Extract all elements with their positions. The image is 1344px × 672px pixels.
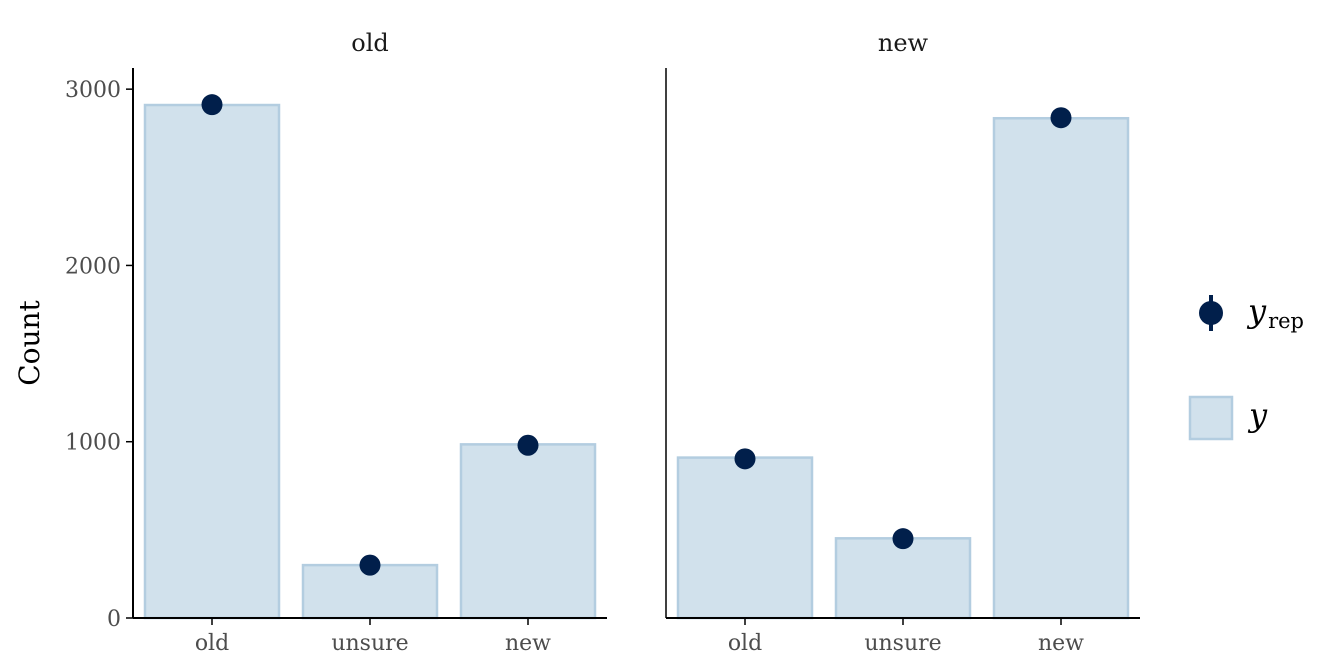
yrep-point-new-new xyxy=(1050,107,1072,129)
y-axis-title: Count xyxy=(13,299,46,385)
legend-yrep-symbol: y xyxy=(1246,292,1267,330)
legend-yrep-point xyxy=(1199,301,1223,325)
x-tick-label: old xyxy=(728,631,762,656)
bar-new-unsure xyxy=(834,537,972,620)
yrep-point-old-unsure xyxy=(359,554,381,576)
legend: yrep y xyxy=(1188,292,1304,441)
bar-new-old xyxy=(676,456,814,620)
legend-y-label: y xyxy=(1247,396,1268,434)
yrep-point-old-old xyxy=(201,94,223,116)
facet-strip-label: new xyxy=(878,29,929,57)
yrep-point-new-old xyxy=(734,448,756,470)
y-tick-label: 0 xyxy=(107,607,121,632)
bar-old-old xyxy=(143,103,281,620)
yrep-point-new-unsure xyxy=(892,528,914,550)
x-tick-label: new xyxy=(505,631,551,656)
x-tick-label: unsure xyxy=(864,631,941,656)
y-tick-label: 2000 xyxy=(65,254,121,279)
y-tick-label: 3000 xyxy=(65,78,121,103)
x-tick-label: old xyxy=(195,631,229,656)
facet-panel-new: new old unsure new xyxy=(665,29,1140,656)
x-tick-label: unsure xyxy=(331,631,408,656)
legend-yrep-label: yrep xyxy=(1246,292,1304,333)
legend-yrep-subscript: rep xyxy=(1268,309,1304,333)
legend-y-swatch xyxy=(1188,395,1234,441)
bar-old-new xyxy=(459,443,597,620)
bar-new-new xyxy=(992,116,1130,620)
x-tick-label: new xyxy=(1038,631,1084,656)
facet-strip-label: old xyxy=(351,29,389,57)
y-tick-label: 1000 xyxy=(65,431,121,456)
facet-panel-old: old old unsure new 0 1000 2000 3000 xyxy=(65,29,607,656)
facet-panels: old old unsure new 0 1000 2000 3000 new old unsure… xyxy=(65,29,1140,656)
yrep-point-old-new xyxy=(517,434,539,456)
